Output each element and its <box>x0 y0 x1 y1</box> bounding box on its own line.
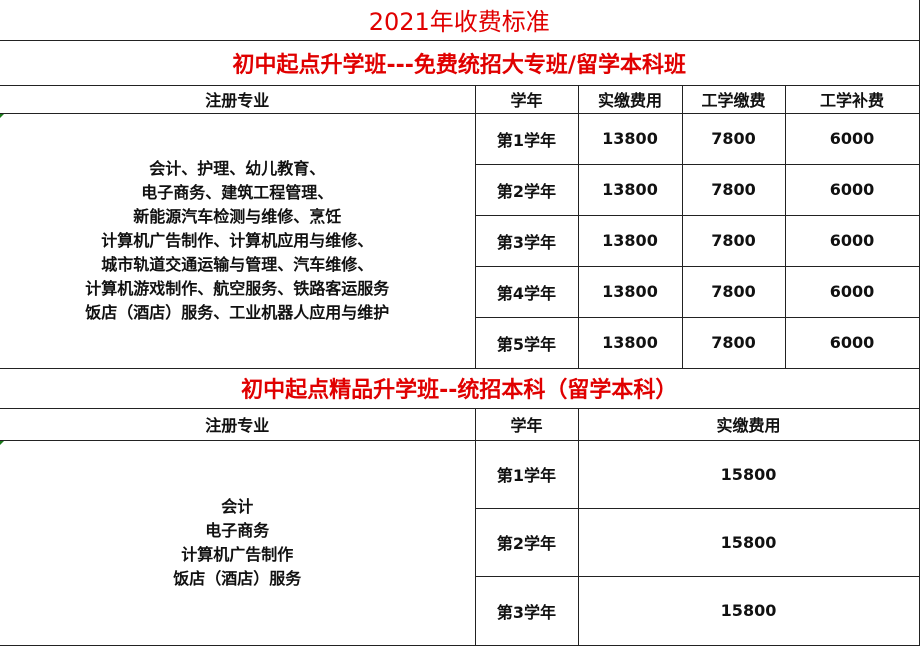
fee-cell: 13800 <box>577 316 683 369</box>
major-line: 新能源汽车检测与维修、烹饪 <box>133 206 342 226</box>
header-subsidy: 工学补费 <box>784 84 920 114</box>
header-year: 学年 <box>474 84 579 114</box>
year-cell: 第2学年 <box>474 163 579 216</box>
year-cell: 第5学年 <box>474 316 579 369</box>
fee-cell: 13800 <box>577 214 683 267</box>
header-year: 学年 <box>474 407 579 441</box>
fee-cell: 15800 <box>577 507 920 577</box>
header-major: 注册专业 <box>0 407 476 441</box>
major-line: 电子商务、建筑工程管理、 <box>141 182 334 202</box>
section2-majors: 会计 电子商务 计算机广告制作 饭店（酒店）服务 <box>0 439 476 646</box>
page-title: 2021年收费标准 <box>0 0 920 41</box>
major-line: 计算机广告制作、计算机应用与维修、 <box>101 230 374 250</box>
fee-cell: 13800 <box>577 265 683 318</box>
work-fee-cell: 7800 <box>681 112 786 165</box>
cell-comment-marker <box>0 441 4 445</box>
subsidy-cell: 6000 <box>784 214 920 267</box>
year-cell: 第3学年 <box>474 214 579 267</box>
fee-cell: 13800 <box>577 163 683 216</box>
major-line: 饭店（酒店）服务 <box>173 568 302 588</box>
major-line: 会计 <box>221 496 254 516</box>
major-line: 会计、护理、幼儿教育、 <box>149 158 326 178</box>
subsidy-cell: 6000 <box>784 316 920 369</box>
section1-majors: 会计、护理、幼儿教育、 电子商务、建筑工程管理、 新能源汽车检测与维修、烹饪 计… <box>0 112 476 369</box>
work-fee-cell: 7800 <box>681 265 786 318</box>
section1-heading: 初中起点升学班---免费统招大专班/留学本科班 <box>0 39 920 86</box>
major-line: 城市轨道交通运输与管理、汽车维修、 <box>101 254 374 274</box>
year-cell: 第1学年 <box>474 112 579 165</box>
year-cell: 第2学年 <box>474 507 579 577</box>
header-major: 注册专业 <box>0 84 476 114</box>
section2-heading: 初中起点精品升学班--统招本科（留学本科） <box>0 367 920 409</box>
subsidy-cell: 6000 <box>784 265 920 318</box>
year-cell: 第1学年 <box>474 439 579 509</box>
work-fee-cell: 7800 <box>681 163 786 216</box>
year-cell: 第4学年 <box>474 265 579 318</box>
subsidy-cell: 6000 <box>784 112 920 165</box>
fee-cell: 13800 <box>577 112 683 165</box>
work-fee-cell: 7800 <box>681 214 786 267</box>
fee-cell: 15800 <box>577 439 920 509</box>
header-work-fee: 工学缴费 <box>681 84 786 114</box>
subsidy-cell: 6000 <box>784 163 920 216</box>
major-line: 计算机广告制作 <box>181 544 294 564</box>
work-fee-cell: 7800 <box>681 316 786 369</box>
header-fee: 实缴费用 <box>577 407 920 441</box>
header-fee: 实缴费用 <box>577 84 683 114</box>
major-line: 计算机游戏制作、航空服务、铁路客运服务 <box>85 278 390 298</box>
year-cell: 第3学年 <box>474 575 579 646</box>
major-line: 饭店（酒店）服务、工业机器人应用与维护 <box>85 302 390 322</box>
major-line: 电子商务 <box>205 520 270 540</box>
cell-comment-marker <box>0 114 4 118</box>
fee-cell: 15800 <box>577 575 920 646</box>
